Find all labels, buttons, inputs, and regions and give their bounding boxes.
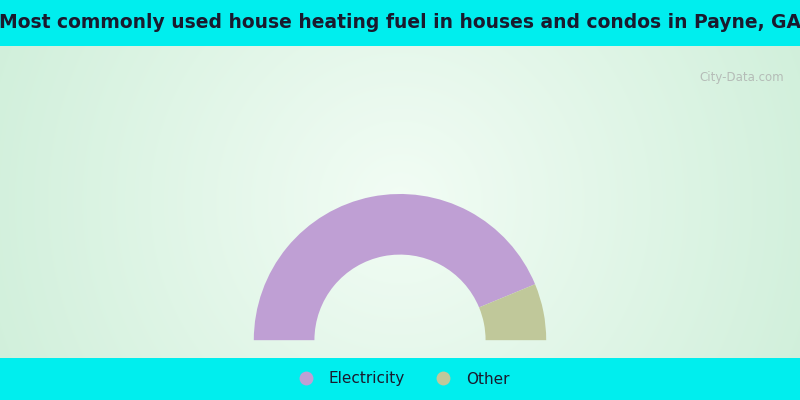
Wedge shape: [254, 194, 535, 340]
Wedge shape: [479, 284, 546, 340]
Text: Most commonly used house heating fuel in houses and condos in Payne, GA: Most commonly used house heating fuel in…: [0, 14, 800, 32]
Legend: Electricity, Other: Electricity, Other: [284, 365, 516, 393]
Text: City-Data.com: City-Data.com: [699, 71, 784, 84]
